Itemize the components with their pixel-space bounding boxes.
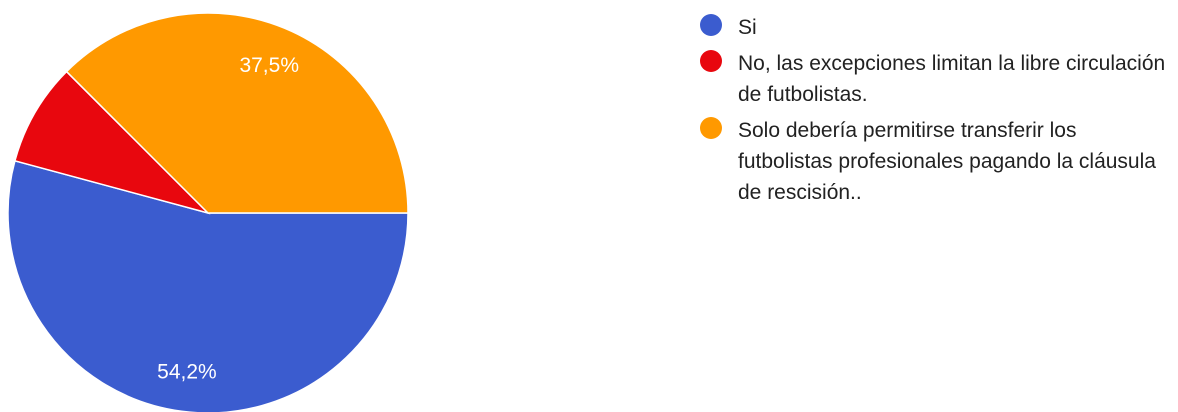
legend-item[interactable]: Si xyxy=(700,12,1170,43)
legend-swatch xyxy=(700,117,722,139)
slice-data-label: 54,2% xyxy=(157,361,217,384)
legend-item[interactable]: Solo debería permitirse transferir los f… xyxy=(700,115,1170,208)
pie-chart: 54,2% 37,5% xyxy=(7,12,409,412)
chart-legend: Si No, las excepciones limitan la libre c… xyxy=(700,12,1170,213)
slice-data-label: 37,5% xyxy=(239,54,299,77)
slice-solo[interactable] xyxy=(65,12,409,214)
slice-si[interactable] xyxy=(7,159,409,412)
legend-label: Solo debería permitirse transferir los f… xyxy=(738,119,1156,204)
legend-swatch xyxy=(700,14,722,36)
slice-no[interactable] xyxy=(14,70,211,215)
legend-label: No, las excepciones limitan la libre cir… xyxy=(738,52,1166,106)
legend-label: Si xyxy=(738,16,757,39)
legend-swatch xyxy=(700,50,722,72)
legend-item[interactable]: No, las excepciones limitan la libre cir… xyxy=(700,48,1170,110)
